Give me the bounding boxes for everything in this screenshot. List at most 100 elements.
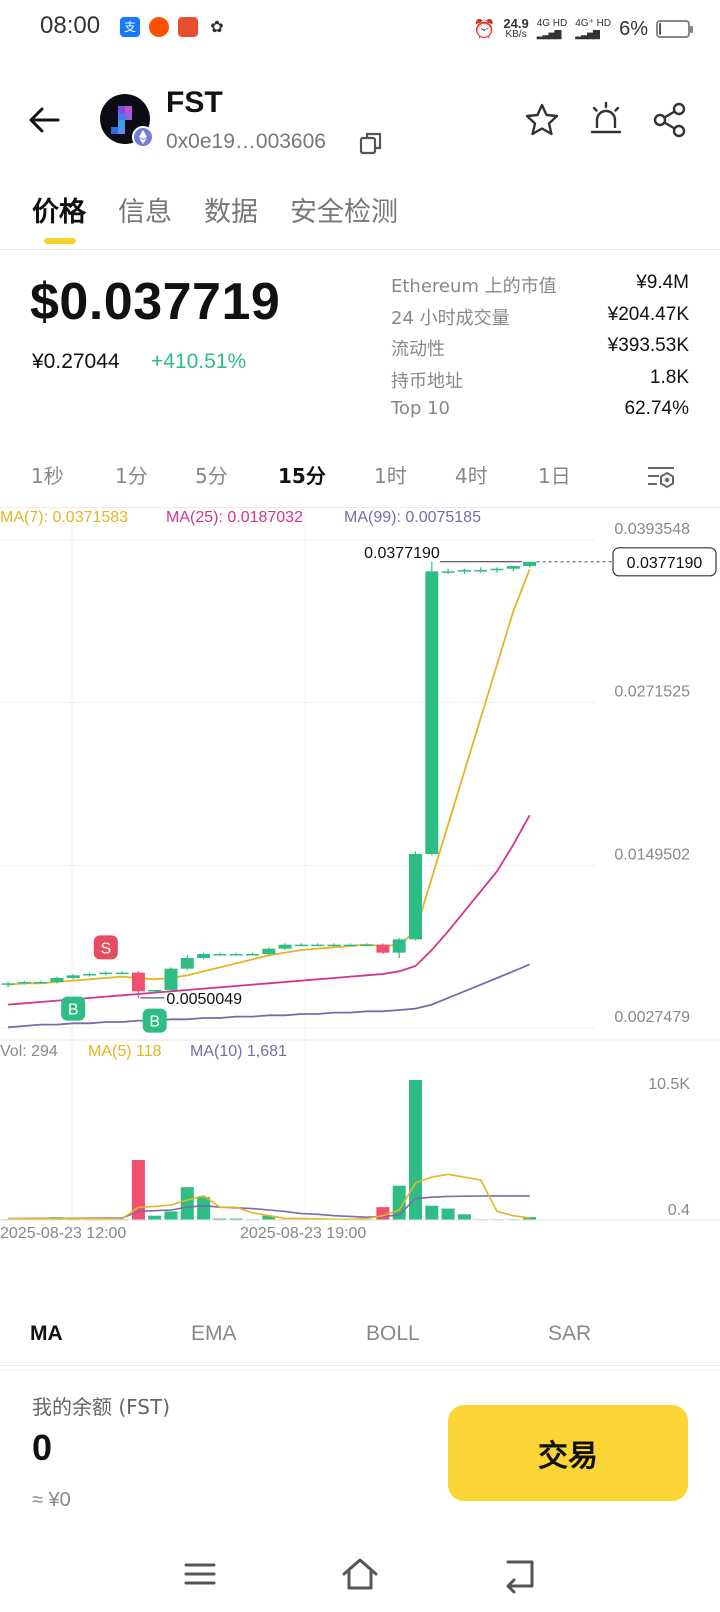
candle bbox=[229, 953, 243, 956]
indicator-boll[interactable]: BOLL bbox=[366, 1322, 420, 1345]
candle bbox=[376, 944, 390, 953]
stat-holders: 持币地址 1.8K bbox=[391, 367, 689, 399]
menu-icon[interactable] bbox=[180, 1554, 220, 1594]
y-tick-label: 0.0393548 bbox=[614, 521, 690, 538]
signal-1: 4G HD ▂▃▅▇ bbox=[537, 18, 568, 40]
trade-marker-label: B bbox=[68, 1002, 79, 1019]
candle bbox=[474, 570, 488, 572]
app-icon bbox=[178, 17, 198, 37]
trade-button[interactable]: 交易 bbox=[448, 1405, 688, 1501]
y-tick-label: 0.0149502 bbox=[614, 846, 690, 863]
volume-bar bbox=[409, 1080, 422, 1220]
candle bbox=[213, 953, 227, 956]
candle bbox=[311, 944, 325, 947]
ma25-legend: MA(25): 0.0187032 bbox=[166, 510, 303, 526]
interval-15m[interactable]: 15分 bbox=[278, 464, 326, 488]
alipay-icon: 支 bbox=[120, 17, 140, 37]
tab-price[interactable]: 价格 bbox=[32, 197, 86, 228]
candle bbox=[115, 972, 129, 975]
home-icon[interactable] bbox=[340, 1554, 380, 1594]
alarm-icon: ⏰ bbox=[472, 18, 496, 40]
kline-chart[interactable]: 0.0393548 0.0271525 0.0149502 0.0027479 MA(7… bbox=[0, 510, 720, 1270]
volume-bar bbox=[425, 1205, 439, 1220]
interval-1s[interactable]: 1秒 bbox=[31, 464, 64, 488]
interval-selector: 1秒 1分 5分 15分 1时 4时 1日 bbox=[0, 460, 720, 508]
battery-icon bbox=[656, 20, 693, 38]
indicator-ema[interactable]: EMA bbox=[191, 1322, 237, 1345]
candle bbox=[34, 981, 48, 984]
vol-legend: Vol: 294 bbox=[0, 1043, 58, 1060]
status-time: 08:00 bbox=[40, 12, 101, 39]
balance-label: 我的余额 (FST) bbox=[32, 1395, 171, 1419]
candle bbox=[360, 944, 374, 947]
volume-bar bbox=[457, 1214, 471, 1220]
token-logo bbox=[100, 94, 150, 144]
candle bbox=[523, 561, 537, 567]
price-change: +410.51% bbox=[151, 350, 247, 373]
candle bbox=[83, 973, 96, 976]
vol-ma5-legend: MA(5) 118 bbox=[88, 1043, 162, 1060]
candle bbox=[262, 948, 276, 954]
copy-icon[interactable] bbox=[358, 130, 384, 156]
volume-bar bbox=[131, 1160, 145, 1220]
alert-icon[interactable] bbox=[586, 100, 626, 140]
interval-4h[interactable]: 4时 bbox=[455, 464, 488, 488]
back-icon[interactable] bbox=[500, 1554, 540, 1594]
ma99-legend: MA(99): 0.0075185 bbox=[344, 510, 481, 526]
stat-value: ¥204.47K bbox=[607, 303, 689, 325]
tab-security[interactable]: 安全检测 bbox=[290, 197, 398, 228]
indicator-ma[interactable]: MA bbox=[30, 1322, 63, 1345]
candle bbox=[197, 953, 211, 958]
star-icon[interactable] bbox=[522, 100, 562, 140]
stat-market-cap: Ethereum 上的市值 ¥9.4M bbox=[391, 272, 689, 304]
stat-label: 24 小时成交量 bbox=[391, 307, 510, 329]
tab-info[interactable]: 信息 bbox=[118, 197, 172, 228]
detail-tabs: 价格 信息 数据 安全检测 bbox=[0, 190, 720, 250]
balance-cny: ≈ ¥0 bbox=[32, 1489, 71, 1511]
token-name: FST bbox=[166, 86, 223, 119]
candle bbox=[148, 989, 162, 992]
indicator-sar[interactable]: SAR bbox=[548, 1322, 592, 1345]
candle bbox=[441, 571, 455, 573]
taobao-icon bbox=[149, 17, 169, 37]
chart-settings-icon[interactable] bbox=[645, 462, 677, 492]
battery-fill bbox=[659, 23, 661, 35]
trade-marker-label: S bbox=[100, 940, 111, 957]
volume-bar bbox=[197, 1197, 211, 1220]
interval-1h[interactable]: 1时 bbox=[374, 464, 407, 488]
token-stats: Ethereum 上的市值 ¥9.4M 24 小时成交量 ¥204.47K 流动… bbox=[391, 272, 689, 430]
volume-bar bbox=[523, 1217, 537, 1220]
status-bar: 08:00 支 ✿ ⏰ 24.9 KB/s 4G HD ▂▃▅▇ 4G⁺ HD … bbox=[0, 0, 720, 60]
last-price-box bbox=[612, 547, 717, 577]
net-speed-value: 24.9 bbox=[503, 16, 529, 31]
signal-bars-icon: ▂▃▅▇ bbox=[575, 29, 600, 39]
interval-5m[interactable]: 5分 bbox=[195, 464, 228, 488]
candle bbox=[409, 854, 422, 940]
candle bbox=[506, 566, 520, 569]
stat-value: ¥9.4M bbox=[636, 272, 689, 293]
net-speed-unit: KB/s bbox=[505, 29, 527, 40]
volume-bar bbox=[213, 1218, 227, 1220]
vol-tick-max: 10.5K bbox=[648, 1076, 690, 1093]
interval-1m[interactable]: 1分 bbox=[115, 464, 148, 488]
back-arrow-icon[interactable] bbox=[22, 98, 66, 142]
share-icon[interactable] bbox=[650, 100, 690, 140]
y-tick-label: 0.0271525 bbox=[614, 684, 690, 701]
candle bbox=[180, 957, 194, 969]
stat-label: Ethereum 上的市值 bbox=[391, 276, 557, 297]
signal-1-label: 4G HD bbox=[536, 18, 568, 29]
interval-1d[interactable]: 1日 bbox=[538, 464, 571, 488]
trade-marker bbox=[142, 1008, 167, 1033]
ma7-legend: MA(7): 0.0371583 bbox=[0, 510, 128, 526]
ma25-line bbox=[7, 814, 531, 1006]
candle bbox=[294, 944, 308, 947]
candle bbox=[392, 939, 406, 953]
token-address: 0x0e19…003606 bbox=[166, 130, 326, 153]
trade-marker bbox=[61, 996, 86, 1021]
stat-top10: Top 10 62.74% bbox=[391, 398, 689, 430]
tab-data[interactable]: 数据 bbox=[204, 197, 258, 228]
candle bbox=[425, 571, 439, 855]
vol-tick-min: 0.4 bbox=[668, 1202, 690, 1219]
stat-label: 流动性 bbox=[391, 339, 445, 360]
kline-svg: 0.0393548 0.0271525 0.0149502 0.0027479 MA(7… bbox=[0, 510, 720, 1242]
